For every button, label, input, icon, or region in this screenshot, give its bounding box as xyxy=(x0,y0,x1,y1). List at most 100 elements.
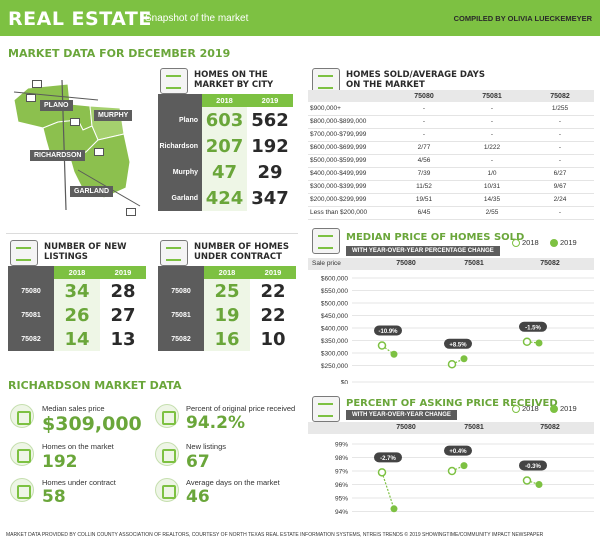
author-credit: COMPILED BY OLIVIA LUECKEMEYER xyxy=(453,14,592,23)
map-label-plano: PLANO xyxy=(40,100,73,111)
nl-75081-2018: 26 xyxy=(54,303,100,327)
sold-range: $500,000-$599,999 xyxy=(310,157,367,164)
sold-75082: 6/27 xyxy=(553,170,567,177)
clock-icon xyxy=(155,478,179,502)
under-contract-table: 2018 2019 75080 25 22 75081 19 22 75082 … xyxy=(158,266,296,351)
change-bubble xyxy=(374,325,402,336)
legend-2018-label: 2018 xyxy=(522,404,539,413)
rm-homes-market-label: Homes on the market xyxy=(42,442,114,451)
footer-credit: MARKET DATA PROVIDED BY COLLIN COUNTY AS… xyxy=(6,532,544,538)
change-label: -10.9% xyxy=(378,329,398,335)
point-2019 xyxy=(390,350,398,358)
legend-2018-marker xyxy=(512,405,520,413)
legend-2018-label: 2018 xyxy=(522,238,539,247)
sold-75082: 9/67 xyxy=(553,183,567,190)
murphy-2018: 47 xyxy=(202,159,247,185)
page-title: REAL ESTATE xyxy=(8,8,152,30)
asking-col-75080: 75080 xyxy=(396,424,416,431)
calendar-icon xyxy=(312,68,340,94)
asking-col-75081: 75081 xyxy=(464,424,484,431)
garland-2019: 347 xyxy=(251,187,289,209)
dollar-icon xyxy=(10,404,34,428)
median-title: MEDIAN PRICE OF HOMES SOLD xyxy=(346,232,525,243)
y-tick-label: 96% xyxy=(335,482,348,489)
sold-col-75081: 75081 xyxy=(482,92,502,100)
table-row: $200,000-$299,999 19/51 14/35 2/24 xyxy=(308,193,594,206)
sold-75081: 14/35 xyxy=(483,196,501,203)
y-tick-label: 97% xyxy=(335,469,348,476)
sold-75082: - xyxy=(558,144,562,151)
sold-75082: 1/255 xyxy=(551,104,569,112)
asking-chart-svg: 99% 98% 97% 96% 95% 94% -2.7% +0.4% -0.3% xyxy=(335,442,594,516)
homes-by-city-title: HOMES ON THE MARKET BY CITY xyxy=(194,70,274,90)
uc-75080-2018: 25 xyxy=(204,279,250,303)
median-col-75080: 75080 xyxy=(396,260,416,267)
legend-2019-marker xyxy=(550,239,558,247)
rm-homes-market-value: 192 xyxy=(42,452,78,472)
change-bubble xyxy=(374,452,402,463)
change-label: +0.4% xyxy=(449,449,467,455)
y-tick-label: $550,000 xyxy=(321,288,348,295)
homes-by-city-table: 2018 2019 Plano 603 562 Richardson 207 1… xyxy=(158,94,293,211)
y-tick-label: $450,000 xyxy=(321,313,348,320)
sold-75080: 7/39 xyxy=(417,170,431,177)
sold-75082: 2/24 xyxy=(553,196,567,203)
change-bubble xyxy=(444,338,472,349)
sold-range: $200,000-$299,999 xyxy=(310,196,367,203)
median-chart-svg: $600,000 $550,000 $500,000 $450,000 $400,000… xyxy=(321,276,594,387)
sold-75081: 1/222 xyxy=(483,144,501,151)
page-subtitle: Snapshot of the market xyxy=(145,13,249,24)
sold-75081: 10/31 xyxy=(483,183,501,190)
road-marker-78 xyxy=(94,148,104,156)
point-2019 xyxy=(460,462,468,470)
point-2018 xyxy=(377,341,387,350)
median-col-75082: 75082 xyxy=(540,260,560,267)
table-row: $600,000-$699,999 2/77 1/222 - xyxy=(308,141,594,154)
rm-percent-original-label: Percent of original price received xyxy=(186,404,296,413)
listing-icon xyxy=(10,240,38,266)
nl-zip-75082: 75082 xyxy=(8,327,54,351)
median-sale-price-label: Sale price xyxy=(312,260,341,267)
nl-col-2018: 2018 xyxy=(54,266,100,279)
sold-75081: - xyxy=(490,104,494,112)
sold-75081: - xyxy=(490,131,494,138)
table-row: $400,000-$499,999 7/39 1/0 6/27 xyxy=(308,167,594,180)
sold-range: $700,000-$799,999 xyxy=(310,131,367,138)
sold-col-75080: 75080 xyxy=(414,92,434,100)
rm-avg-days-label: Average days on the market xyxy=(186,478,280,487)
city-garland: Garland xyxy=(158,185,202,211)
map-label-garland: GARLAND xyxy=(70,186,113,197)
richardson-title: RICHARDSON MARKET DATA xyxy=(8,379,182,392)
uc-col-2019: 2019 xyxy=(250,266,296,279)
point-2019 xyxy=(460,355,468,363)
sold-range: $900,000+ xyxy=(310,104,341,112)
rm-new-listings-value: 67 xyxy=(186,452,210,472)
region-map xyxy=(8,70,153,220)
uc-75082-2018: 16 xyxy=(204,327,250,351)
house-icon xyxy=(160,68,188,94)
sold-75080: - xyxy=(422,131,426,138)
sold-75080: 6/45 xyxy=(417,209,431,216)
sold-75080: 2/77 xyxy=(417,144,431,151)
sold-75081: - xyxy=(490,118,494,125)
new-listings-table: 2018 2019 75080 34 28 75081 26 27 75082 … xyxy=(8,266,146,351)
table-corner xyxy=(158,266,204,279)
home-icon xyxy=(10,442,34,466)
change-bubble xyxy=(519,460,547,471)
point-2018 xyxy=(447,466,457,476)
sold-range: $400,000-$499,999 xyxy=(310,170,367,177)
percent-icon xyxy=(312,396,340,422)
y-tick-label: $0 xyxy=(341,380,349,385)
table-row: Less than $200,000 6/45 2/55 - xyxy=(308,206,594,219)
city-plano: Plano xyxy=(158,107,202,133)
change-label: -1.5% xyxy=(525,325,541,331)
point-2019 xyxy=(390,505,398,513)
asking-chart: 99% 98% 97% 96% 95% 94% -2.7% +0.4% -0.3% xyxy=(308,436,594,526)
nl-75082-2019: 13 xyxy=(110,328,136,350)
asking-col-75082: 75082 xyxy=(540,424,560,431)
city-murphy: Murphy xyxy=(158,159,202,185)
sold-75082: - xyxy=(558,157,562,164)
asking-title: PERCENT OF ASKING PRICE RECEIVED xyxy=(346,398,558,409)
y-tick-label: $400,000 xyxy=(321,326,348,333)
rm-percent-original-value: 94.2% xyxy=(186,413,245,433)
